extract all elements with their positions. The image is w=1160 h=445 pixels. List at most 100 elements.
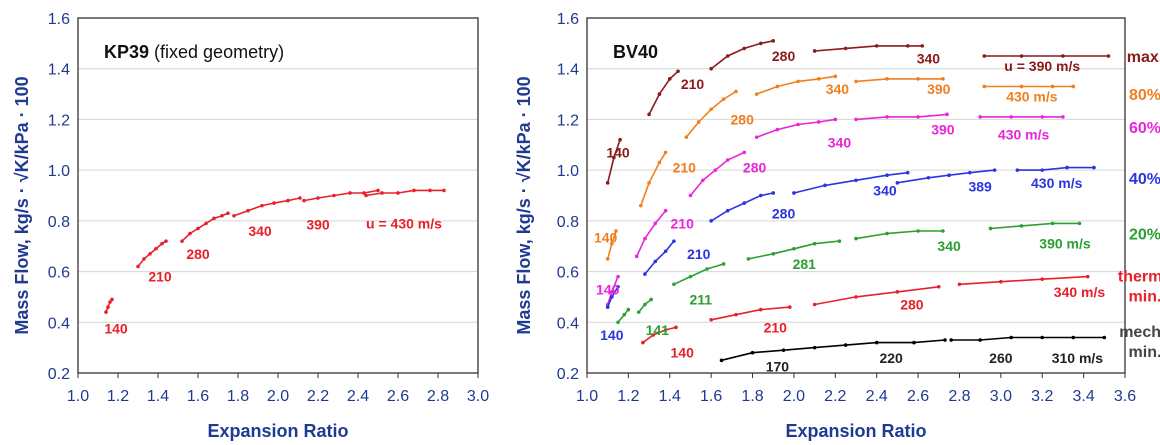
data-point <box>947 173 951 178</box>
data-point <box>943 338 947 342</box>
data-point <box>1050 221 1055 226</box>
data-point <box>614 229 618 233</box>
data-point <box>725 208 730 213</box>
data-point <box>709 107 713 112</box>
series-line <box>756 75 836 95</box>
series-label: 280 <box>743 160 767 176</box>
series-line <box>855 113 948 121</box>
data-point <box>232 213 236 218</box>
data-point <box>610 241 614 246</box>
data-point <box>936 284 941 289</box>
data-point <box>106 305 110 309</box>
data-point <box>653 221 658 226</box>
data-point <box>663 328 668 332</box>
data-point <box>636 310 641 314</box>
data-point <box>792 246 796 251</box>
chart-title-rest: (fixed geometry) <box>149 42 284 62</box>
data-point <box>442 188 446 193</box>
x-tick-label: 2.8 <box>427 388 449 405</box>
chart-title: KP39 (fixed geometry) <box>104 42 284 62</box>
series-line <box>689 151 745 197</box>
data-point <box>618 137 622 142</box>
data-point <box>412 188 416 193</box>
data-point <box>926 175 931 180</box>
data-point <box>885 77 889 81</box>
data-point <box>663 249 668 254</box>
data-point <box>643 302 647 307</box>
data-point <box>1085 274 1090 279</box>
data-point <box>696 120 701 124</box>
series-label: 210 <box>681 76 705 92</box>
series-line <box>685 90 737 138</box>
data-point <box>796 122 800 127</box>
data-point <box>380 191 384 195</box>
x-tick-label: 1.8 <box>741 388 763 405</box>
data-point <box>916 229 920 233</box>
y-tick-label: 1.4 <box>557 62 579 79</box>
y-tick-label: 1.6 <box>48 11 70 28</box>
data-point <box>709 66 713 71</box>
data-point <box>610 295 614 299</box>
data-point <box>1061 54 1065 58</box>
series-label: 430 m/s <box>1006 89 1058 105</box>
y-tick-label: 1.4 <box>48 62 70 79</box>
plot-frame <box>77 17 479 374</box>
x-tick-label: 2.0 <box>783 388 805 405</box>
series-label: 260 <box>989 350 1013 366</box>
legend-label: min. <box>1129 288 1160 305</box>
data-point <box>1015 168 1020 172</box>
data-point <box>396 191 400 195</box>
data-point <box>316 196 320 200</box>
data-point <box>1077 221 1082 226</box>
data-point <box>978 115 982 119</box>
chart-title-bold: BV40 <box>613 42 658 62</box>
y-tick-label: 1.0 <box>557 163 579 180</box>
series-label: 340 <box>826 81 850 97</box>
series-label: 280 <box>186 246 210 262</box>
y-axis-title: Mass Flow, kg/s · √K/kPa · 100 <box>12 76 32 334</box>
data-point <box>1040 335 1045 340</box>
legend-label: mech.- <box>1119 324 1160 341</box>
series-label: 280 <box>772 205 796 221</box>
data-point <box>725 158 730 162</box>
data-point <box>1040 115 1045 119</box>
chart-title-bold: KP39 <box>104 42 149 62</box>
data-point <box>148 252 152 256</box>
series-label: 340 m/s <box>1054 284 1106 300</box>
data-point <box>945 112 949 117</box>
series-label: 140 <box>606 144 630 160</box>
legend-label: min. <box>1129 344 1160 361</box>
series-line <box>365 189 444 197</box>
data-point <box>885 173 889 178</box>
series-label: 140 <box>596 281 620 297</box>
data-point <box>775 84 780 89</box>
data-point <box>812 49 817 53</box>
series-label: 280 <box>772 48 796 64</box>
series-label: 210 <box>764 319 788 335</box>
data-point <box>634 254 639 259</box>
series-label: 310 m/s <box>1052 350 1104 366</box>
data-point <box>750 350 755 355</box>
data-point <box>854 117 858 122</box>
data-point <box>854 79 858 84</box>
data-point <box>684 135 689 139</box>
y-tick-label: 0.6 <box>48 265 70 282</box>
data-point <box>787 305 792 309</box>
data-point <box>816 120 821 124</box>
data-point <box>364 193 368 198</box>
x-tick-label: 1.0 <box>67 388 89 405</box>
data-point <box>874 340 879 345</box>
data-point <box>688 193 693 198</box>
data-point <box>833 74 838 79</box>
data-point <box>428 188 432 193</box>
series-line <box>233 197 301 217</box>
data-point <box>651 333 656 337</box>
x-axis-title: Expansion Ratio <box>207 421 348 441</box>
series-line <box>644 240 675 275</box>
data-point <box>1050 84 1055 89</box>
data-point <box>999 279 1003 284</box>
series-line <box>1017 166 1094 171</box>
data-point <box>643 272 647 276</box>
data-point <box>742 46 747 51</box>
